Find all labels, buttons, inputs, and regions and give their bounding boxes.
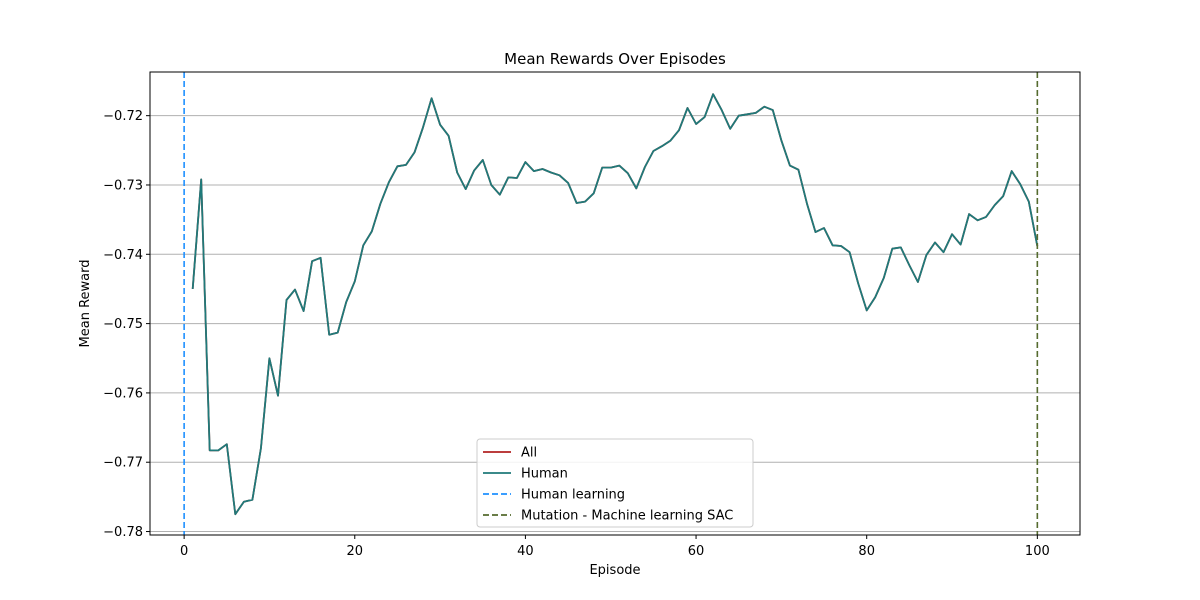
series-group bbox=[183, 72, 1039, 535]
x-tick-label: 40 bbox=[517, 544, 534, 559]
y-tick-label: −0.75 bbox=[103, 317, 143, 332]
legend-label: Human learning bbox=[521, 488, 625, 503]
legend-label: All bbox=[521, 446, 537, 461]
series-line-human bbox=[191, 93, 1039, 516]
y-tick-label: −0.74 bbox=[103, 248, 143, 263]
x-axis: 0 20 40 60 80 100 bbox=[180, 535, 1050, 559]
x-tick-label: 60 bbox=[688, 544, 705, 559]
legend-label: Human bbox=[521, 467, 568, 482]
x-axis-label: Episode bbox=[589, 563, 640, 578]
y-tick-label: −0.72 bbox=[103, 109, 143, 124]
legend-label: Mutation - Machine learning SAC bbox=[521, 509, 733, 524]
y-tick-label: −0.78 bbox=[103, 525, 143, 540]
legend: All Human Human learning Mutation - Machine… bbox=[476, 438, 754, 528]
y-axis-label: Mean Reward bbox=[78, 260, 93, 348]
gridlines bbox=[150, 115, 1080, 533]
chart-title: Mean Rewards Over Episodes bbox=[504, 50, 726, 68]
x-tick-label: 20 bbox=[346, 544, 363, 559]
x-tick-label: 80 bbox=[858, 544, 875, 559]
x-tick-label: 100 bbox=[1025, 544, 1050, 559]
y-tick-label: −0.76 bbox=[103, 386, 143, 401]
y-tick-label: −0.77 bbox=[103, 456, 143, 471]
y-tick-label: −0.73 bbox=[103, 178, 143, 193]
legend-box bbox=[476, 438, 754, 528]
x-tick-label: 0 bbox=[180, 544, 188, 559]
y-axis: −0.78 −0.77 −0.76 −0.75 −0.74 −0.73 −0.72 bbox=[103, 109, 150, 540]
plot-frame bbox=[149, 71, 1081, 536]
